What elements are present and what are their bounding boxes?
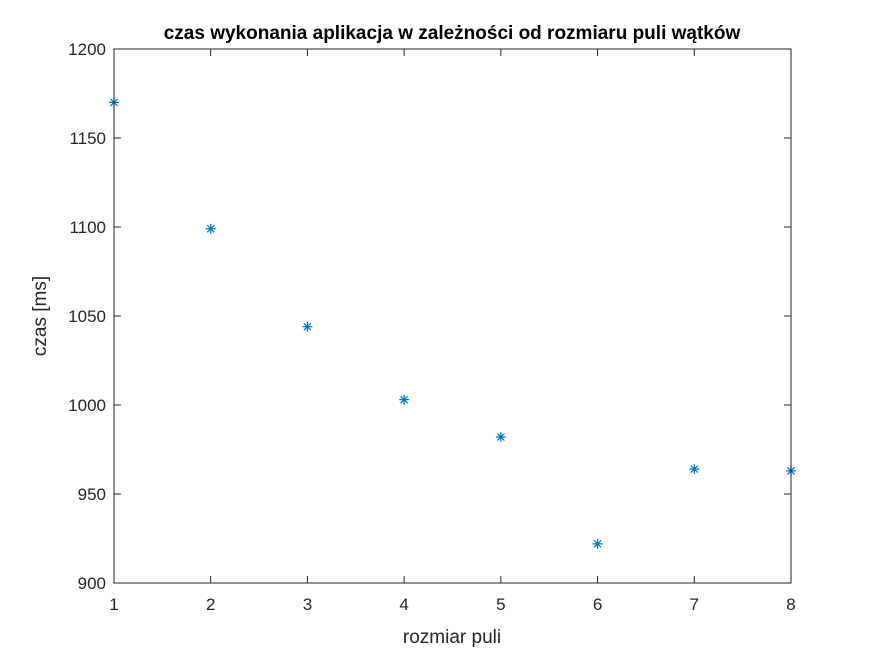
- y-tick-label: 1200: [68, 40, 106, 59]
- data-point-asterisk: [592, 538, 603, 549]
- axis-ticks: 1 2 3 4 5 6 7 8 900 950 1000 1050 1100 1150 1200: [68, 40, 796, 614]
- x-tick-label: 8: [786, 595, 795, 614]
- plot-frame: [113, 48, 792, 584]
- x-tick-label: 1: [109, 595, 118, 614]
- x-axis-label: rozmiar puli: [403, 627, 501, 648]
- y-tick-label: 1100: [69, 218, 106, 237]
- x-tick-label: 6: [593, 595, 602, 614]
- data-point-asterisk: [399, 394, 410, 405]
- chart-title: czas wykonania aplikacja w zależności od…: [164, 23, 741, 44]
- data-point-asterisk: [495, 432, 506, 443]
- data-point-asterisk: [302, 321, 313, 332]
- data-point-asterisk: [689, 464, 700, 475]
- y-tick-label: 1050: [68, 307, 106, 326]
- x-tick-label: 4: [399, 595, 408, 614]
- data-point-asterisk: [205, 223, 216, 234]
- y-tick-label: 1150: [69, 129, 106, 148]
- plot-background: [114, 49, 791, 583]
- x-tick-label: 5: [496, 595, 505, 614]
- x-tick-label: 7: [690, 595, 699, 614]
- y-tick-label: 900: [78, 574, 106, 593]
- y-axis-label: czas [ms]: [30, 276, 51, 356]
- y-tick-label: 1000: [68, 396, 106, 415]
- x-tick-label: 3: [303, 595, 312, 614]
- y-tick-label: 950: [78, 485, 106, 504]
- x-tick-label: 2: [206, 595, 215, 614]
